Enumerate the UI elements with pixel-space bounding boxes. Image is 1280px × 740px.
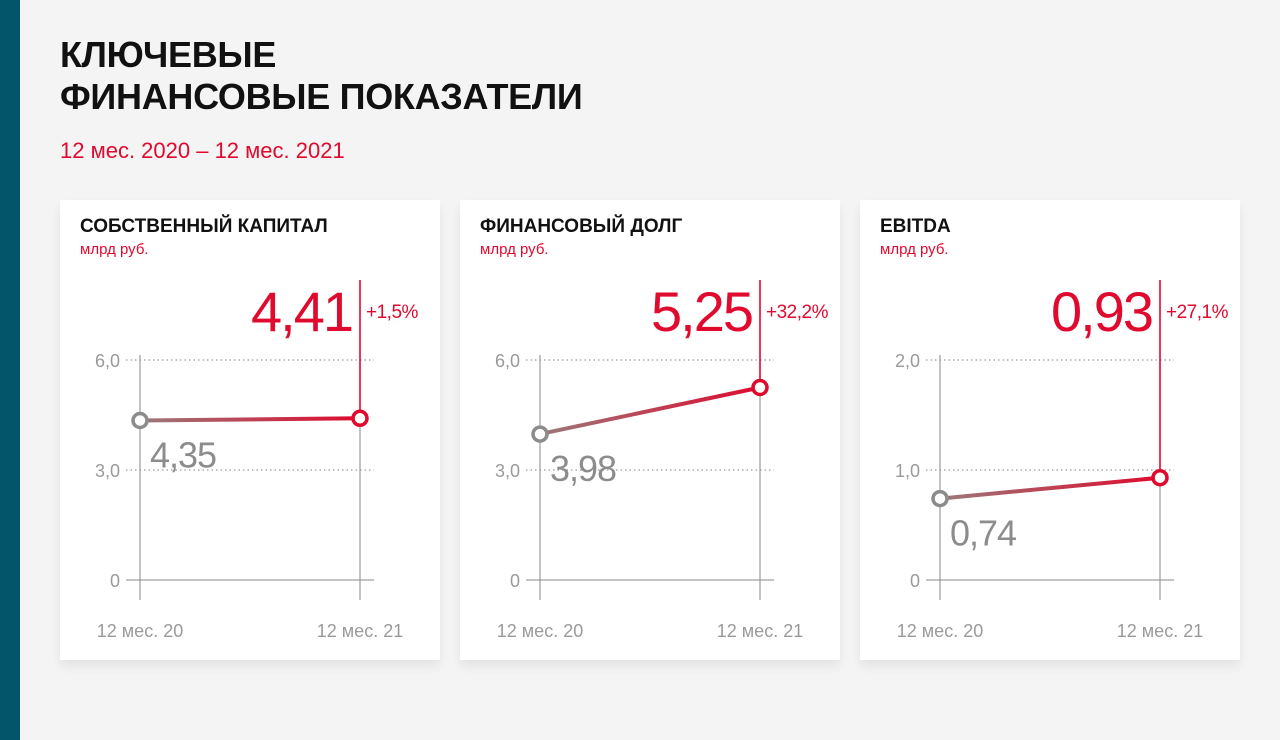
data-point-end: [351, 409, 369, 428]
data-point-end: [1151, 468, 1169, 487]
change-label: +27,1%: [1166, 302, 1229, 323]
chart-title: СОБСТВЕННЫЙ КАПИТАЛ: [80, 216, 328, 237]
data-point-start: [131, 411, 149, 430]
x-category-label: 12 мес. 20: [97, 621, 183, 641]
period-subtitle: 12 мес. 2020 – 12 мес. 2021: [60, 138, 345, 163]
change-label: +1,5%: [366, 302, 419, 323]
line-chart: 0 3,0 6,0 12 мес. 20 12 мес. 21 4,35 4,41 +1,5%: [95, 280, 419, 641]
x-category-label: 12 мес. 21: [1117, 621, 1203, 641]
data-point-start: [531, 425, 549, 443]
y-tick-label: 0: [910, 571, 920, 591]
data-point-end: [751, 378, 769, 397]
end-value-label: 0,93: [1051, 280, 1152, 343]
y-tick-label: 6,0: [495, 351, 520, 371]
chart-card-ebitda: EBITDA млрд руб. 0 1,0 2,0 12 мес. 20 12 мес…: [860, 200, 1240, 660]
y-tick-label: 0: [510, 571, 520, 591]
y-tick-label: 2,0: [895, 351, 920, 371]
series-line: [138, 416, 362, 423]
start-value-label: 3,98: [550, 448, 616, 489]
y-tick-label: 3,0: [495, 461, 520, 481]
y-tick-label: 6,0: [95, 351, 120, 371]
line-chart: 0 1,0 2,0 12 мес. 20 12 мес. 21 0,74 0,93 +27,1…: [895, 280, 1229, 641]
line-chart: 0 3,0 6,0 12 мес. 20 12 мес. 21 3,98 5,25 +32,2…: [495, 280, 829, 641]
change-label: +32,2%: [766, 302, 829, 323]
side-accent-bar: [0, 0, 20, 740]
page-title-line-1: КЛЮЧЕВЫЕ: [60, 34, 277, 75]
chart-title: EBITDA: [880, 216, 951, 237]
page-title: КЛЮЧЕВЫЕ ФИНАНСОВЫЕ ПОКАЗАТЕЛИ: [60, 34, 583, 118]
chart-unit: млрд руб.: [80, 241, 149, 258]
start-value-label: 4,35: [150, 435, 216, 476]
x-category-label: 12 мес. 20: [897, 621, 983, 641]
x-category-label: 12 мес. 21: [317, 621, 403, 641]
chart-card-financial-debt: ФИНАНСОВЫЙ ДОЛГ млрд руб. 0 3,0 6,0 12 мес.…: [460, 200, 840, 660]
y-tick-label: 0: [110, 571, 120, 591]
page-title-line-2: ФИНАНСОВЫЕ ПОКАЗАТЕЛИ: [60, 76, 583, 117]
chart-unit: млрд руб.: [480, 241, 549, 258]
y-tick-label: 1,0: [895, 461, 920, 481]
end-value-label: 5,25: [651, 280, 752, 343]
x-category-label: 12 мес. 21: [717, 621, 803, 641]
chart-title: ФИНАНСОВЫЙ ДОЛГ: [480, 216, 683, 237]
chart-unit: млрд руб.: [880, 241, 949, 258]
series-line: [938, 475, 1162, 501]
y-tick-label: 3,0: [95, 461, 120, 481]
chart-card-equity: СОБСТВЕННЫЙ КАПИТАЛ млрд руб. 0 3,0 6,0 12 …: [60, 200, 440, 660]
data-point-start: [931, 489, 949, 508]
end-value-label: 4,41: [251, 280, 352, 343]
series-line: [538, 385, 762, 437]
start-value-label: 0,74: [950, 513, 1016, 554]
x-category-label: 12 мес. 20: [497, 621, 583, 641]
